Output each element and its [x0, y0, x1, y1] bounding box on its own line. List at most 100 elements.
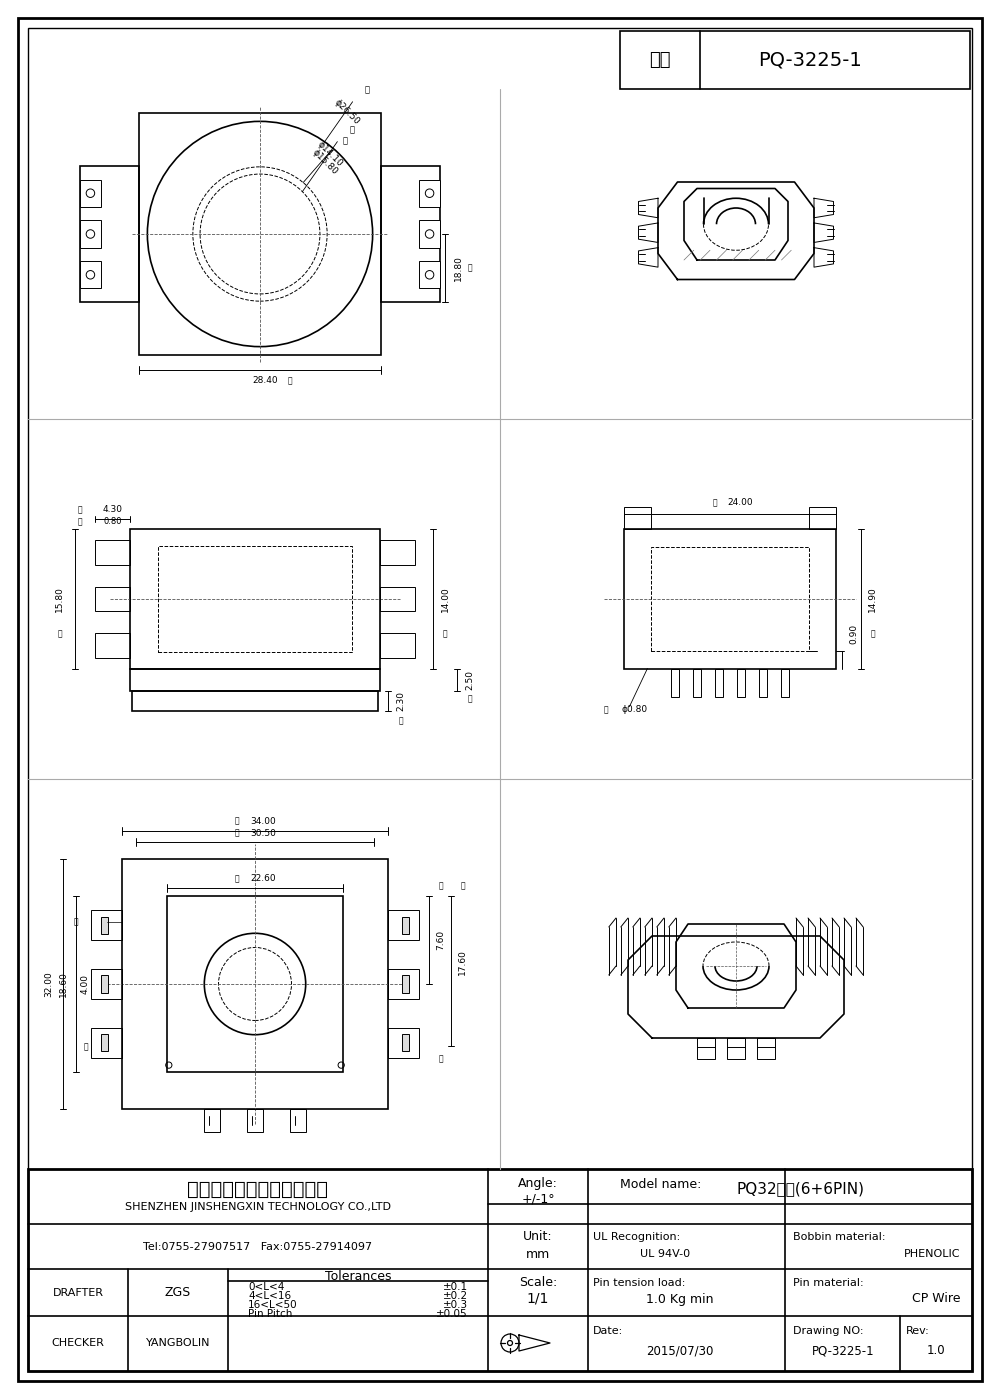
Bar	[122, 859, 388, 1109]
Text: ±0.3: ±0.3	[443, 1300, 468, 1309]
Bar	[671, 669, 679, 697]
Bar	[388, 1028, 419, 1058]
Text: 1.0 Kg min: 1.0 Kg min	[646, 1293, 714, 1305]
Text: Ⓜ: Ⓜ	[713, 498, 717, 506]
Text: 16<L<50: 16<L<50	[248, 1300, 298, 1309]
Bar	[28, 1170, 972, 1371]
Text: Ⓦ: Ⓦ	[460, 881, 465, 890]
Bar	[402, 916, 409, 933]
Text: 34.00: 34.00	[250, 817, 276, 825]
Text: ±0.2: ±0.2	[443, 1291, 468, 1301]
Text: Date:: Date:	[593, 1326, 623, 1336]
Bar	[693, 669, 701, 697]
Bar	[91, 970, 122, 999]
Bar	[809, 508, 836, 529]
Bar	[737, 669, 745, 697]
Bar	[101, 975, 108, 992]
Text: 4.00: 4.00	[80, 974, 89, 995]
Text: UL Recognition:: UL Recognition:	[593, 1233, 680, 1242]
Text: PQ-3225-1: PQ-3225-1	[758, 50, 862, 70]
Bar	[91, 911, 122, 940]
Bar	[167, 895, 343, 1072]
Text: Ⓢ: Ⓢ	[74, 918, 79, 926]
Bar	[781, 669, 789, 697]
Text: Scale:: Scale:	[519, 1276, 557, 1290]
Bar	[757, 1038, 775, 1059]
Text: Ⓟ: Ⓟ	[235, 817, 239, 825]
Text: CHECKER: CHECKER	[52, 1337, 104, 1349]
Text: 型号: 型号	[649, 50, 671, 69]
Text: Ⓚ: Ⓚ	[468, 694, 472, 704]
Bar	[419, 262, 440, 288]
Text: 18.60: 18.60	[59, 971, 68, 997]
Text: PHENOLIC: PHENOLIC	[904, 1249, 960, 1259]
Bar	[651, 547, 809, 651]
Bar	[95, 586, 130, 611]
Bar	[139, 113, 381, 355]
Text: 14.00: 14.00	[441, 586, 450, 611]
Bar	[402, 1034, 409, 1051]
Text: ±0.05: ±0.05	[436, 1309, 468, 1319]
Text: Ⓞ: Ⓞ	[870, 630, 875, 638]
Text: 1.0: 1.0	[927, 1344, 945, 1357]
Text: Ⓓ: Ⓓ	[468, 263, 473, 273]
Text: 24.00: 24.00	[727, 498, 753, 506]
Bar	[624, 529, 836, 669]
Bar	[95, 632, 130, 658]
Text: 32.00: 32.00	[45, 971, 54, 997]
Text: Unit:: Unit:	[523, 1231, 553, 1244]
Text: mm: mm	[526, 1248, 550, 1260]
Text: Ⓥ: Ⓥ	[438, 881, 443, 890]
Text: 4.30: 4.30	[102, 505, 122, 513]
Text: 0.90: 0.90	[849, 624, 858, 644]
Text: Angle:: Angle:	[518, 1178, 558, 1191]
Text: Ⓒ: Ⓒ	[343, 136, 348, 145]
Bar	[101, 916, 108, 933]
Text: 17.60: 17.60	[458, 949, 467, 975]
Bar	[204, 1109, 220, 1132]
Text: 28.40: 28.40	[252, 376, 278, 385]
Text: Ⓝ: Ⓝ	[604, 705, 609, 713]
Text: ϕ26.50: ϕ26.50	[332, 98, 361, 126]
Bar	[380, 540, 415, 565]
Text: Pin material:: Pin material:	[793, 1279, 864, 1288]
Bar	[95, 540, 130, 565]
Text: Pin tension load:: Pin tension load:	[593, 1279, 685, 1288]
Text: 4<L<16: 4<L<16	[248, 1291, 291, 1301]
Text: SHENZHEN JINSHENGXIN TECHNOLOGY CO.,LTD: SHENZHEN JINSHENGXIN TECHNOLOGY CO.,LTD	[125, 1202, 391, 1212]
Bar	[402, 975, 409, 992]
Bar	[727, 1038, 745, 1059]
Text: Ⓛ: Ⓛ	[399, 716, 404, 725]
Bar	[80, 166, 139, 302]
Bar	[132, 691, 378, 711]
Bar	[130, 669, 380, 691]
Text: 15.80: 15.80	[55, 586, 64, 611]
Bar	[80, 262, 101, 288]
Text: Ⓣ: Ⓣ	[84, 1042, 89, 1051]
Text: Tel:0755-27907517   Fax:0755-27914097: Tel:0755-27907517 Fax:0755-27914097	[143, 1242, 373, 1252]
Text: Ⓗ: Ⓗ	[58, 630, 62, 638]
Bar	[380, 586, 415, 611]
Bar	[380, 632, 415, 658]
Text: Pin Pitch: Pin Pitch	[248, 1309, 292, 1319]
Text: 14.90: 14.90	[868, 586, 877, 611]
Bar	[290, 1109, 306, 1132]
Text: Ⓡ: Ⓡ	[235, 874, 239, 883]
Text: 0<L<4: 0<L<4	[248, 1281, 284, 1293]
Text: DRAFTER: DRAFTER	[52, 1288, 104, 1298]
Text: PQ32立式(6+6PIN): PQ32立式(6+6PIN)	[736, 1182, 864, 1196]
Text: 2.50: 2.50	[466, 670, 475, 690]
Text: Drawing NO:: Drawing NO:	[793, 1326, 864, 1336]
Text: 深圳市金盛鑫科技有限公司: 深圳市金盛鑫科技有限公司	[188, 1179, 328, 1199]
Bar	[91, 1028, 122, 1058]
Text: 2.30: 2.30	[397, 691, 406, 711]
Text: 1/1: 1/1	[527, 1293, 549, 1307]
Bar	[80, 221, 101, 248]
Text: PQ-3225-1: PQ-3225-1	[812, 1344, 874, 1357]
Bar	[715, 669, 723, 697]
Text: Rev:: Rev:	[906, 1326, 930, 1336]
Text: Ⓖ: Ⓖ	[78, 518, 82, 526]
Bar	[388, 911, 419, 940]
Text: 22.60: 22.60	[250, 874, 276, 883]
Bar	[80, 179, 101, 207]
